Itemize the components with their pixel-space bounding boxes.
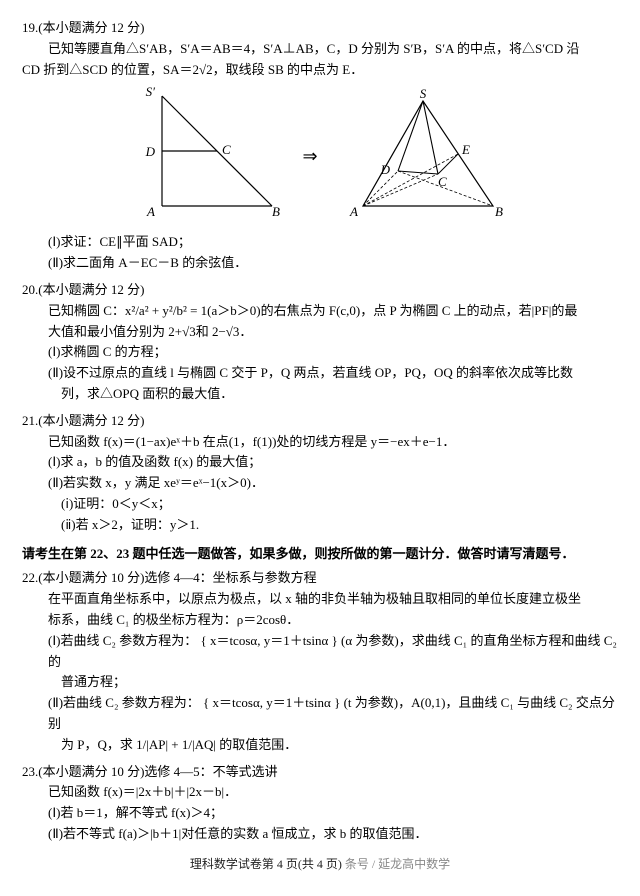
- q22-part2-line: (Ⅱ)若曲线 C₂ 参数方程为： { x＝tcosα, y＝1＋tsinα } …: [22, 693, 618, 735]
- q20-part2b: 列，求△OPQ 面积的最大值．: [22, 384, 618, 405]
- q20-part1: (Ⅰ)求椭圆 C 的方程；: [22, 342, 618, 363]
- q22-part1c: 普通方程；: [22, 672, 618, 693]
- q19-part2: (Ⅱ)求二面角 A－EC－B 的余弦值．: [22, 253, 618, 274]
- q20-part2: (Ⅱ)设不过原点的直线 l 与椭圆 C 交于 P，Q 两点，若直线 OP，PQ，…: [22, 363, 618, 384]
- q20-text1: 已知椭圆 C：x²/a² + y²/b² = 1(a＞b＞0)的右焦点为 F(c…: [22, 301, 618, 322]
- svg-text:D: D: [379, 162, 390, 177]
- q23-score: (本小题满分 10 分)选修 4—5：不等式选讲: [38, 764, 277, 779]
- instruction-line: 请考生在第 22、23 题中任选一题做答，如果多做，则按所做的第一题计分．做答时…: [22, 544, 618, 565]
- q20-score: (本小题满分 12 分): [38, 282, 144, 297]
- q22-score: (本小题满分 10 分)选修 4—4：坐标系与参数方程: [38, 570, 316, 585]
- question-19: 19.(本小题满分 12 分) 已知等腰直角△S′AB，S′A＝AB＝4，S′A…: [22, 18, 618, 274]
- fold-arrow: ⇒: [302, 142, 317, 171]
- q19-part1: (Ⅰ)求证：CE∥平面 SAD；: [22, 232, 618, 253]
- q22-part2c: 为 P，Q，求 1/|AP| + 1/|AQ| 的取值范围．: [22, 735, 618, 756]
- q22-part1eq: { x＝tcosα, y＝1＋tsinα }: [200, 633, 337, 648]
- question-23: 23.(本小题满分 10 分)选修 4—5：不等式选讲 已知函数 f(x)＝|2…: [22, 762, 618, 845]
- question-20: 20.(本小题满分 12 分) 已知椭圆 C：x²/a² + y²/b² = 1…: [22, 280, 618, 405]
- q23-text1: 已知函数 f(x)＝|2x＋b|＋|2x－b|．: [22, 782, 618, 803]
- q22-text1: 在平面直角坐标系中，以原点为极点，以 x 轴的非负半轴为极轴且取相同的单位长度建…: [22, 589, 618, 610]
- q19-number: 19.: [22, 20, 38, 35]
- q23-part1: (Ⅰ)若 b＝1，解不等式 f(x)＞4；: [22, 803, 618, 824]
- q22-part1-line: (Ⅰ)若曲线 C₂ 参数方程为： { x＝tcosα, y＝1＋tsinα } …: [22, 631, 618, 673]
- q21-sub2: (ⅱ)若 x＞2，证明：y＞1.: [22, 515, 618, 536]
- question-22: 22.(本小题满分 10 分)选修 4—4：坐标系与参数方程 在平面直角坐标系中…: [22, 568, 618, 755]
- q20-text2: 大值和最小值分别为 2+√3和 2−√3．: [22, 322, 618, 343]
- q22-part2eq: { x＝tcosα, y＝1＋tsinα }: [203, 695, 340, 710]
- svg-text:E: E: [461, 142, 470, 157]
- page-number: 理科数学试卷第 4 页(共 4 页): [190, 857, 342, 871]
- svg-text:D: D: [145, 144, 156, 159]
- watermark-text: 条号 / 延龙高中数学: [345, 857, 450, 871]
- svg-text:S′: S′: [146, 86, 156, 99]
- q22-part2a: (Ⅱ)若曲线 C₂ 参数方程为：: [48, 695, 200, 710]
- svg-text:B: B: [495, 204, 503, 219]
- question-21: 21.(本小题满分 12 分) 已知函数 f(x)＝(1−ax)eˣ＋b 在点(…: [22, 411, 618, 536]
- q21-score: (本小题满分 12 分): [38, 413, 144, 428]
- q22-text2: 标系，曲线 C₁ 的极坐标方程为：ρ＝2cosθ．: [22, 610, 618, 631]
- q22-part1a: (Ⅰ)若曲线 C₂ 参数方程为：: [48, 633, 197, 648]
- q23-part2: (Ⅱ)若不等式 f(a)＞|b＋1|对任意的实数 a 恒成立，求 b 的取值范围…: [22, 824, 618, 845]
- svg-text:C: C: [438, 174, 447, 189]
- q22-number: 22.: [22, 570, 38, 585]
- svg-text:A: A: [147, 204, 156, 219]
- q23-number: 23.: [22, 764, 38, 779]
- q21-number: 21.: [22, 413, 38, 428]
- q21-text1: 已知函数 f(x)＝(1−ax)eˣ＋b 在点(1，f(1))处的切线方程是 y…: [22, 432, 618, 453]
- q20-number: 20.: [22, 282, 38, 297]
- q19-figure: S′ D C A B ⇒ S E D C A B: [22, 86, 618, 226]
- q19-text1: 已知等腰直角△S′AB，S′A＝AB＝4，S′A⊥AB，C，D 分别为 S′B，…: [22, 39, 618, 60]
- q19-fig-left: S′ D C A B: [132, 86, 282, 226]
- svg-text:A: A: [349, 204, 358, 219]
- page-footer: 理科数学试卷第 4 页(共 4 页) 条号 / 延龙高中数学: [22, 855, 618, 874]
- q19-text2: CD 折到△SCD 的位置，SA＝2√2，取线段 SB 的中点为 E．: [22, 60, 618, 81]
- q19-fig-right: S E D C A B: [338, 86, 508, 226]
- svg-text:C: C: [222, 142, 231, 157]
- q21-sub1: (ⅰ)证明：0＜y＜x；: [22, 494, 618, 515]
- q19-score: (本小题满分 12 分): [38, 20, 144, 35]
- svg-text:S: S: [419, 86, 426, 101]
- q21-part2: (Ⅱ)若实数 x，y 满足 xeʸ＝eˣ−1(x＞0)．: [22, 473, 618, 494]
- q21-part1: (Ⅰ)求 a，b 的值及函数 f(x) 的最大值；: [22, 452, 618, 473]
- svg-text:B: B: [272, 204, 280, 219]
